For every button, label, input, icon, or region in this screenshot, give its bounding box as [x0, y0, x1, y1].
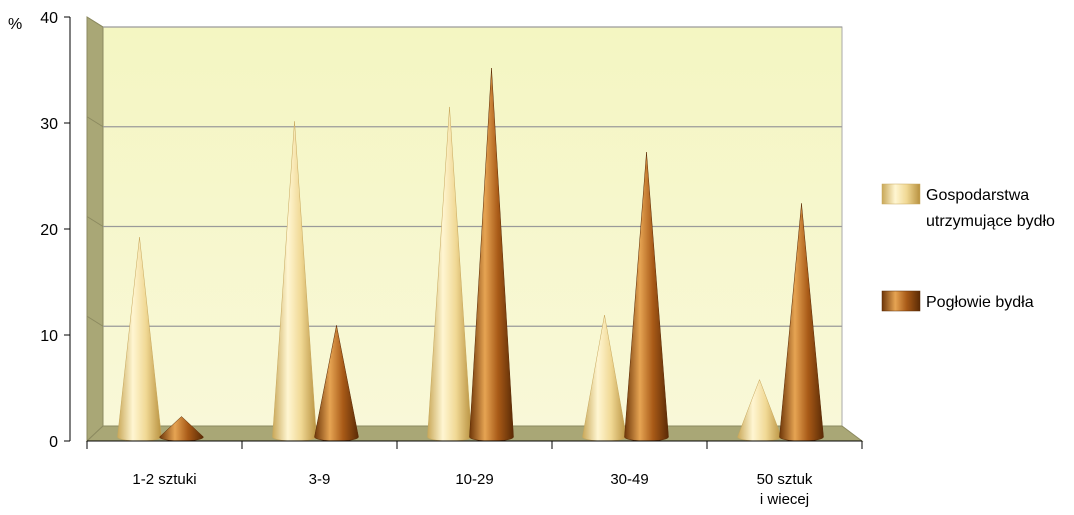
x-tick-label: 10-29	[455, 471, 493, 488]
legend-label: Gospodarstwa utrzymujące bydło	[926, 187, 1055, 230]
x-tick-label: 3-9	[309, 471, 331, 488]
gridline-side	[86, 116, 104, 128]
y-tick-label: 0	[49, 434, 58, 451]
y-axis: 0 10 20 30 40%	[8, 10, 71, 451]
plot-side-wall	[86, 16, 104, 443]
x-tick-label: 50 sztuk i wiecej	[757, 471, 813, 508]
gridlines	[86, 16, 842, 327]
y-tick-label: 20	[40, 222, 58, 239]
legend-swatch	[881, 290, 921, 312]
y-tick-label: 40	[40, 10, 58, 27]
y-tick-label: 30	[40, 116, 58, 133]
gridline-side	[86, 16, 104, 28]
legend-label: Pogłowie bydła	[926, 294, 1034, 311]
x-tick-label: 30-49	[610, 471, 648, 488]
x-tick-label: 1-2 sztuki	[132, 471, 196, 488]
y-tick-label: 10	[40, 328, 58, 345]
gridline-side	[86, 216, 104, 227]
x-axis: 1-2 sztuki 3-9 10-29 30-49 50 sztuk i wiecej	[86, 440, 863, 508]
gridline-side	[86, 315, 104, 327]
cone-series	[117, 67, 824, 442]
y-unit-label: %	[8, 16, 22, 33]
legend: Gospodarstwa utrzymujące bydło Pogłowie by…	[881, 183, 1055, 312]
legend-swatch	[881, 183, 921, 205]
